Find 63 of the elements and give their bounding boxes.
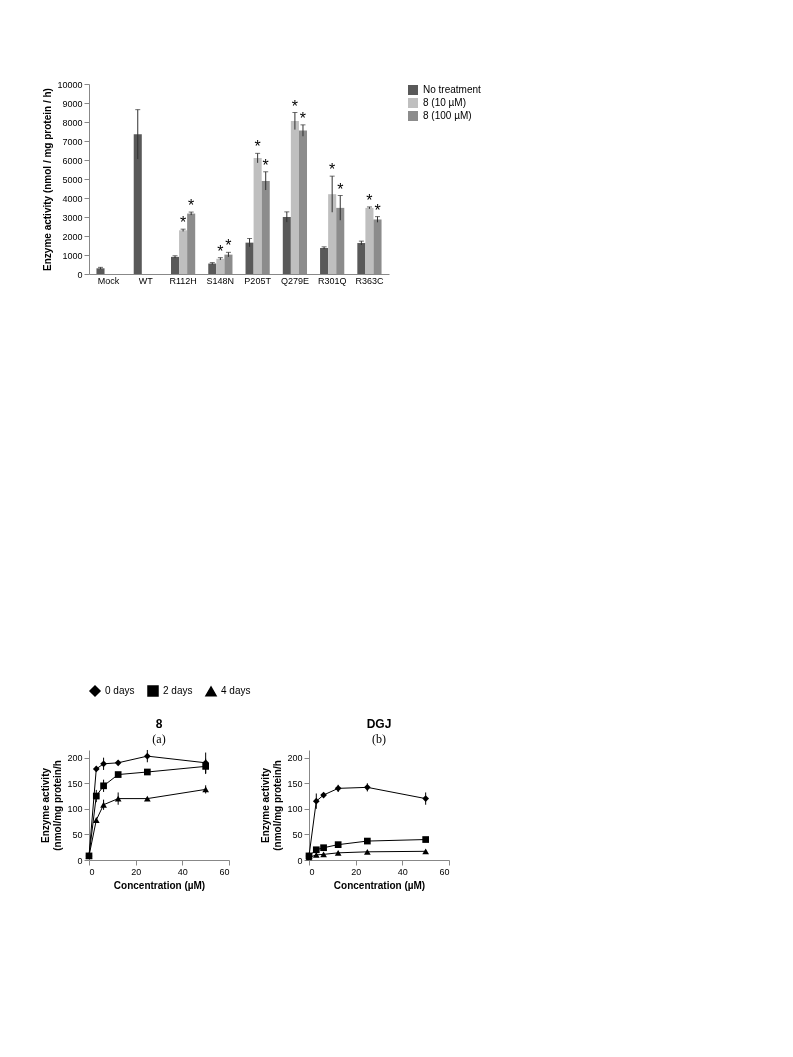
y-tick-label: 0 [77,855,83,866]
text: (b) [372,732,386,746]
x-tick-label: 40 [397,866,408,877]
annotation: * [329,161,336,179]
y-tick-label: 50 [72,829,83,840]
annotation: * [374,201,381,219]
x-tick-label: 20 [131,866,142,877]
legend-label: 4 days [221,685,251,697]
x-tick-label: 60 [439,866,450,877]
annotation: * [179,214,187,232]
chart-title: 8 [155,716,163,731]
x-tick-label: R301Q [317,275,347,286]
annotation: * [225,237,232,255]
y-tick-label: 1000 [62,250,83,261]
legend-label: 8 (100 µM) [423,110,472,121]
y-tick-label: 2000 [62,231,83,242]
annotation: * [262,156,269,174]
y-axis-title: Enzyme activity (nmol / mg protein / h) [42,88,54,271]
y-tick-label: 7000 [62,136,83,147]
legend-label: 8 (10 µM) [423,97,466,108]
x-tick-label: Q279E [280,275,309,286]
y-tick-label: 8000 [62,117,83,128]
x-axis-title: Concentration (µM) [113,879,206,891]
x-tick-label: 0 [309,866,315,877]
y-tick-label: 50 [292,829,303,840]
y-tick-label: 4000 [62,193,83,204]
y-tick-label: 100 [67,804,83,815]
x-tick-label: 20 [351,866,362,877]
legend-label: 2 days [163,685,193,696]
y-tick-label: 0 [297,855,303,866]
x-axis-title: Concentration (µM) [333,879,426,891]
annotation: * [291,97,299,115]
legend-label: No treatment [423,84,482,95]
y-tick-label: 200 [287,753,303,764]
annotation: * [188,197,195,215]
y-axis-title: Enzyme activity (nmol/mg protein/h [40,760,64,851]
annotation: * [217,242,224,260]
x-tick-label: 0 [89,866,95,877]
y-tick-label: 150 [287,778,303,789]
legend-label: 0 days [105,685,135,696]
text: (a) [152,731,166,746]
y-tick-label: 150 [67,778,83,789]
y-tick-label: 6000 [62,155,83,166]
annotation: * [337,180,344,198]
annotation: * [366,191,373,209]
x-tick-label: Mock [97,275,120,286]
x-tick-label: S148N [206,275,235,286]
y-tick-label: 9000 [62,98,83,109]
y-tick-label: 5000 [62,174,83,185]
y-axis-title: Enzyme activity (nmol/mg protein/h [260,760,284,851]
x-tick-label: R112H [169,275,197,286]
x-tick-label: P205T [244,275,272,286]
y-tick-label: 10000 [57,79,83,90]
annotation: * [254,138,261,156]
y-tick-label: 100 [287,804,303,815]
x-tick-label: WT [138,275,154,286]
chart-title: DGJ [366,717,392,731]
x-tick-label: 60 [219,866,230,877]
y-tick-label: 3000 [62,212,83,223]
x-tick-label: R363C [355,275,384,286]
x-tick-label: 40 [177,866,188,877]
y-tick-label: 200 [67,753,83,764]
annotation: * [299,109,307,127]
